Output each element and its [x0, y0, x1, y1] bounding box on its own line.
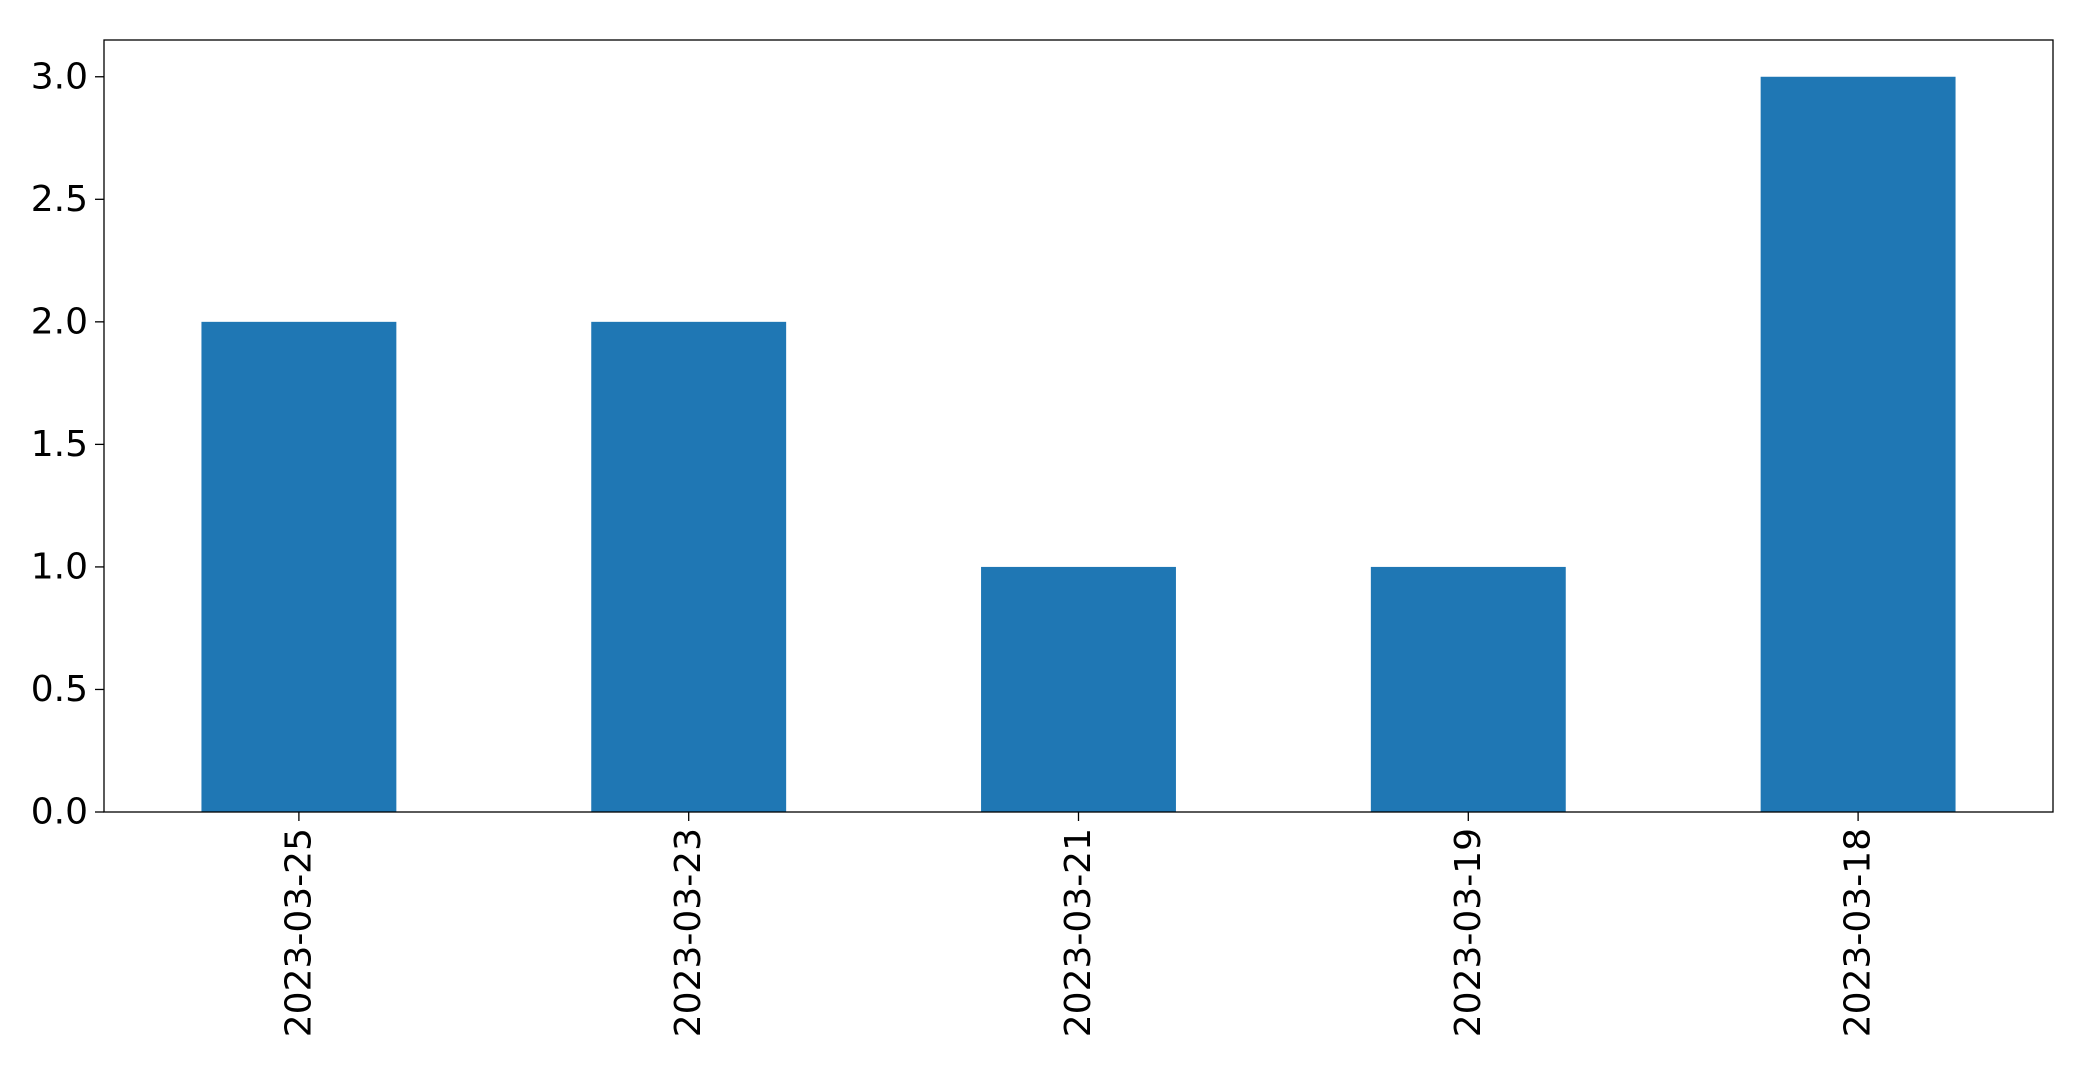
bar-2023-03-18 [1760, 76, 1956, 812]
y-axis-ticks: 0.0 0.5 1.0 1.5 2.0 2.5 3.0 [31, 56, 104, 833]
bar-2023-03-25 [201, 321, 397, 812]
y-tick-label: 2.0 [31, 301, 88, 342]
x-tick-label: 2023-03-21 [1058, 828, 1099, 1037]
plot-frame [103, 39, 2054, 813]
x-tick-label: 2023-03-19 [1448, 828, 1489, 1037]
y-tick-label: 0.5 [31, 669, 88, 710]
y-tick-label: 3.0 [31, 56, 88, 97]
y-tick-label: 2.5 [31, 179, 88, 220]
bar-2023-03-19 [1370, 566, 1566, 812]
x-tick-label: 2023-03-23 [668, 828, 709, 1037]
bar-2023-03-21 [981, 566, 1176, 812]
bars-layer [201, 76, 1956, 812]
bar-2023-03-23 [591, 321, 787, 812]
y-tick-label: 1.0 [31, 546, 88, 587]
y-tick-label: 1.5 [31, 424, 88, 465]
y-tick-label: 0.0 [31, 792, 88, 833]
x-axis-ticks: 2023-03-25 2023-03-23 2023-03-21 2023-03-19… [278, 812, 1879, 1037]
x-tick-label: 2023-03-18 [1838, 828, 1879, 1037]
x-tick-label: 2023-03-25 [278, 828, 319, 1037]
